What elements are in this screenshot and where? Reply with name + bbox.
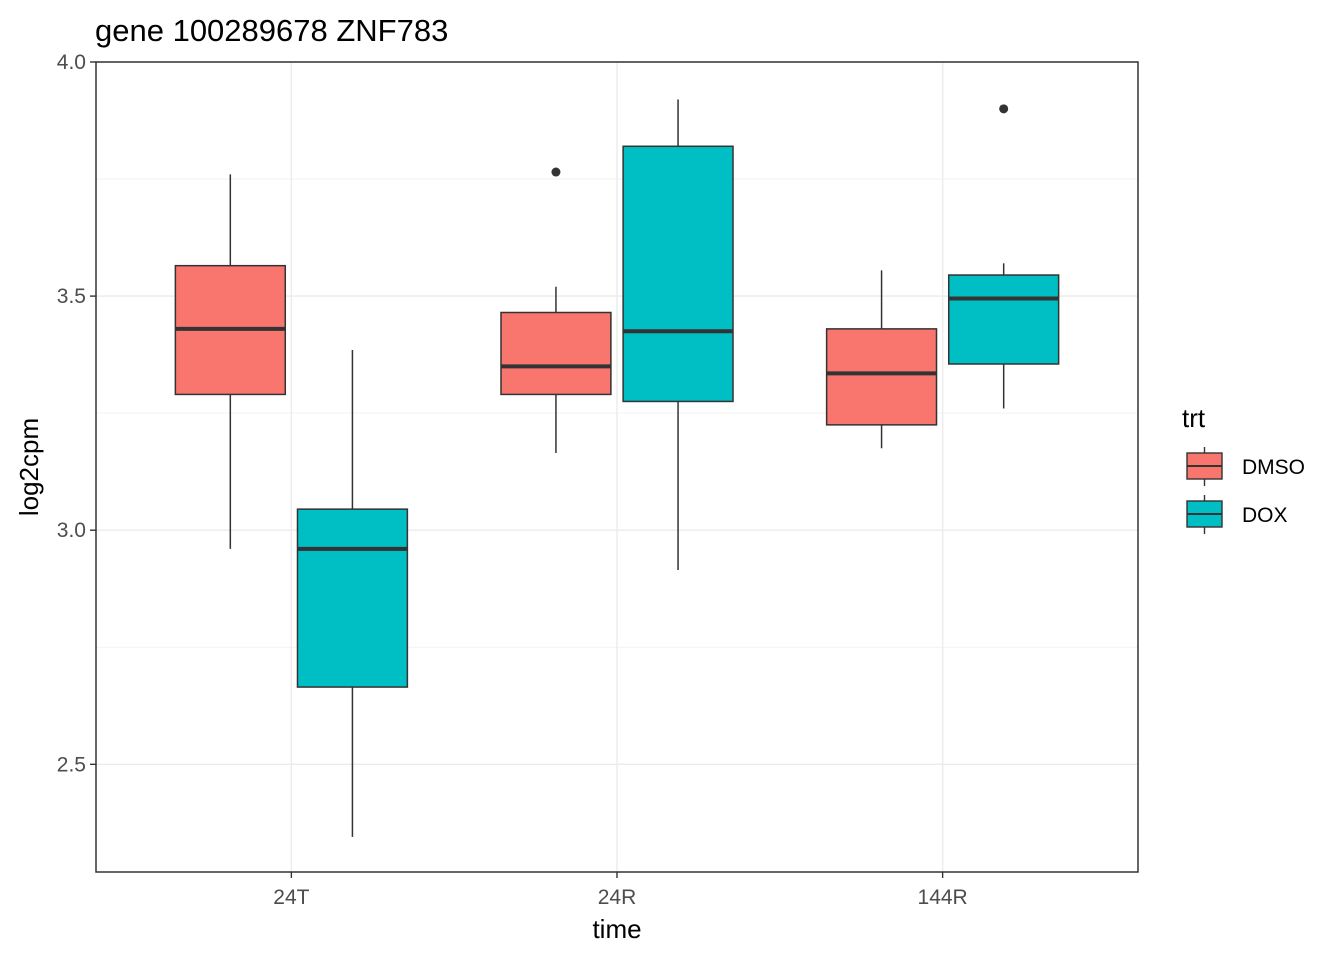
box-DMSO-24R	[500, 167, 612, 453]
x-axis: 24T 24R 144R	[273, 872, 968, 909]
box-iqr	[622, 145, 734, 403]
legend-label: DOX	[1242, 504, 1288, 527]
legend-title: trt	[1182, 403, 1206, 433]
box-iqr	[825, 328, 938, 426]
y-axis-title: log2cpm	[14, 418, 44, 516]
box-DOX-144R	[947, 104, 1060, 409]
box-iqr	[947, 274, 1060, 365]
y-tick-label: 3.5	[57, 285, 86, 308]
box-DOX-24R	[622, 99, 734, 571]
x-tick-label: 144R	[918, 886, 968, 909]
box-DMSO-24T	[174, 174, 287, 549]
x-tick-label: 24T	[273, 886, 309, 909]
box-iqr	[296, 508, 409, 688]
x-tick-label: 24R	[598, 886, 637, 909]
box-DMSO-144R	[825, 270, 938, 449]
outlier-point	[999, 104, 1009, 114]
grid	[96, 61, 1138, 872]
x-axis-title: time	[592, 914, 641, 944]
box-DOX-24T	[296, 349, 409, 837]
boxes	[174, 99, 1060, 837]
legend: trt DMSO DOX	[1182, 403, 1305, 534]
legend-item-dmso: DMSO	[1186, 447, 1305, 486]
y-axis: 2.5 3.0 3.5 4.0	[57, 51, 96, 776]
legend-label: DMSO	[1242, 456, 1305, 479]
y-tick-label: 3.0	[57, 519, 86, 542]
chart-title: gene 100289678 ZNF783	[95, 13, 448, 48]
y-tick-label: 4.0	[57, 51, 86, 74]
y-tick-label: 2.5	[57, 753, 86, 776]
box-iqr	[500, 311, 612, 396]
outlier-point	[551, 167, 561, 177]
legend-item-dox: DOX	[1186, 495, 1288, 534]
